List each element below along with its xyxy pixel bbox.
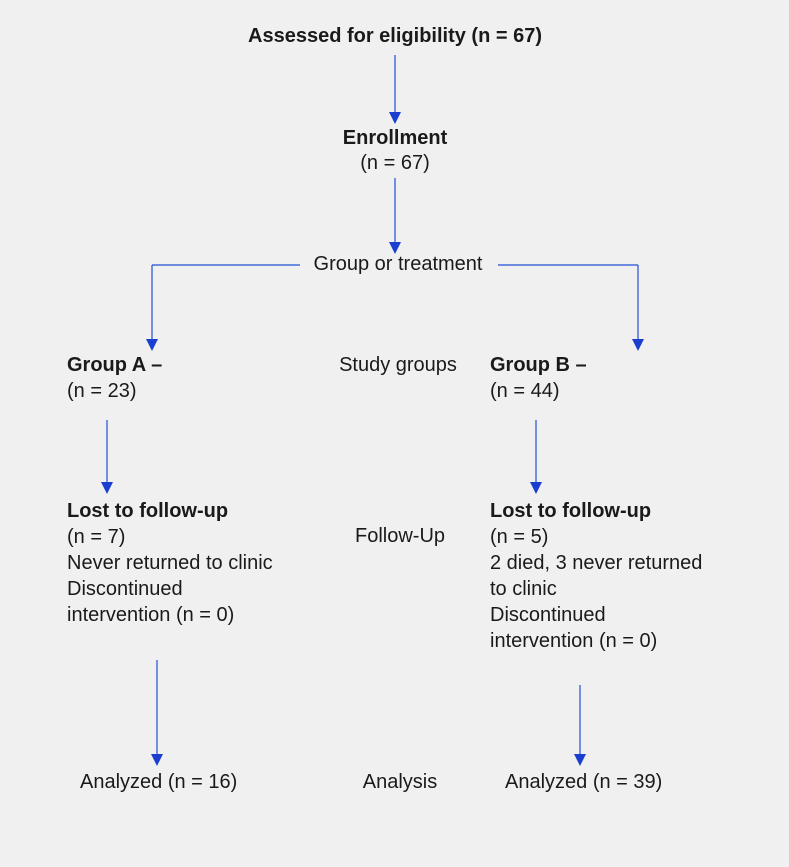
lost-a-title: Lost to follow-up <box>67 499 228 524</box>
group-b-title: Group B – <box>490 353 587 378</box>
lost-a-line2: Discontinued <box>67 577 183 602</box>
enrollment-title: Enrollment <box>343 126 447 151</box>
lost-b-line3: Discontinued <box>490 603 606 628</box>
group-b-n: (n = 44) <box>490 379 559 404</box>
group-a-n: (n = 23) <box>67 379 136 404</box>
followup-label: Follow-Up <box>355 524 445 549</box>
lost-a-n: (n = 7) <box>67 525 125 550</box>
study-groups-label: Study groups <box>339 353 457 378</box>
assessed-title: Assessed for eligibility (n = 67) <box>248 24 542 49</box>
lost-b-title: Lost to follow-up <box>490 499 651 524</box>
lost-a-line3: intervention (n = 0) <box>67 603 234 628</box>
analyzed-b: Analyzed (n = 39) <box>505 770 662 795</box>
lost-b-line2: to clinic <box>490 577 557 602</box>
group-a-title: Group A – <box>67 353 162 378</box>
analyzed-a: Analyzed (n = 16) <box>80 770 237 795</box>
analysis-label: Analysis <box>363 770 437 795</box>
split-label: Group or treatment <box>314 252 483 277</box>
flowchart-canvas: { "type": "flowchart", "background_color… <box>0 0 789 867</box>
lost-a-line1: Never returned to clinic <box>67 551 273 576</box>
lost-b-n: (n = 5) <box>490 525 548 550</box>
lost-b-line1: 2 died, 3 never returned <box>490 551 702 576</box>
enrollment-n: (n = 67) <box>360 151 429 176</box>
lost-b-line4: intervention (n = 0) <box>490 629 657 654</box>
